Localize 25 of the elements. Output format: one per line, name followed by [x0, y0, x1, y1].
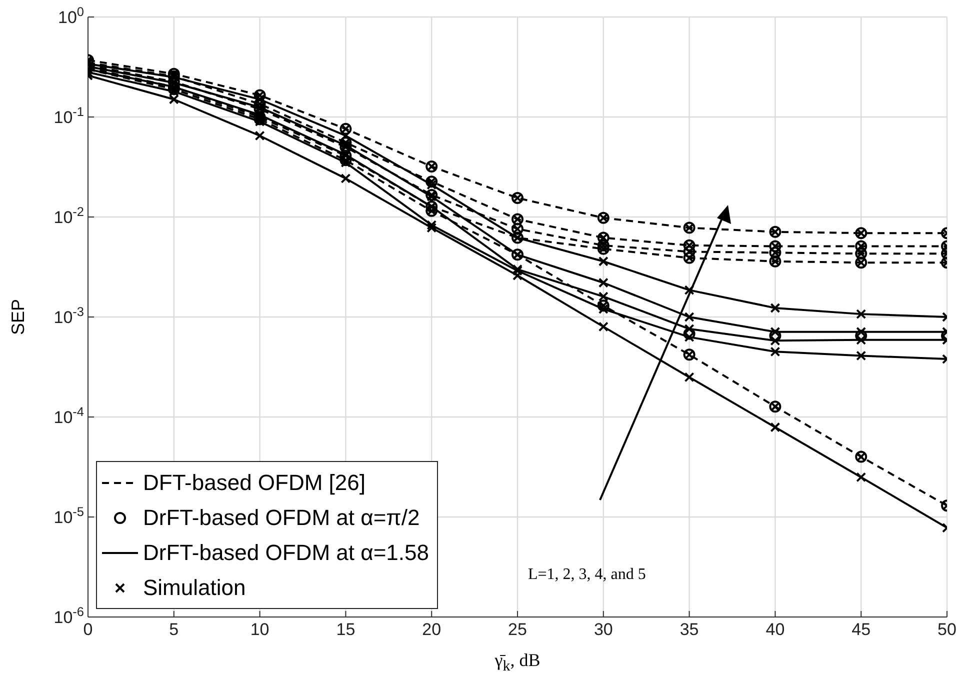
y-tick-label: 10$^{-6}$ — [54, 604, 84, 627]
y-tick-label: 10$^{-5}$ — [54, 504, 84, 527]
x-axis-title: γ̄$_{k}$, dB — [494, 650, 542, 676]
x-tick-label: 25 — [508, 620, 527, 640]
x-tick-label: 0 — [83, 620, 93, 640]
legend-label: DrFT-based OFDM at α=π/2 — [143, 504, 420, 530]
x-tick-label: 5 — [169, 620, 179, 640]
x-tick-label: 15 — [336, 620, 356, 640]
y-tick-label: 10$^{-1}$ — [54, 104, 84, 127]
x-tick-label: 35 — [680, 620, 699, 640]
legend-label: DFT-based OFDM [26] — [143, 470, 366, 496]
legend-label: Simulation — [143, 574, 246, 600]
y-tick-label: 10$^{-3}$ — [54, 304, 84, 327]
annotation: L=1, 2, 3, 4, and 5 — [528, 566, 646, 584]
x-tick-label: 30 — [594, 620, 613, 640]
legend-label: DrFT-based OFDM at α=1.58 — [143, 540, 429, 566]
x-tick-label: 40 — [766, 620, 785, 640]
y-tick-label: 10$^{-2}$ — [54, 204, 84, 227]
x-tick-label: 45 — [852, 620, 871, 640]
y-tick-label: 10$^{0}$ — [58, 4, 84, 27]
x-tick-label: 10 — [250, 620, 270, 640]
x-tick-label: 50 — [938, 620, 956, 640]
y-tick-label: 10$^{-4}$ — [54, 404, 84, 427]
y-axis-title: SEP — [8, 298, 29, 337]
x-tick-label: 20 — [422, 620, 442, 640]
